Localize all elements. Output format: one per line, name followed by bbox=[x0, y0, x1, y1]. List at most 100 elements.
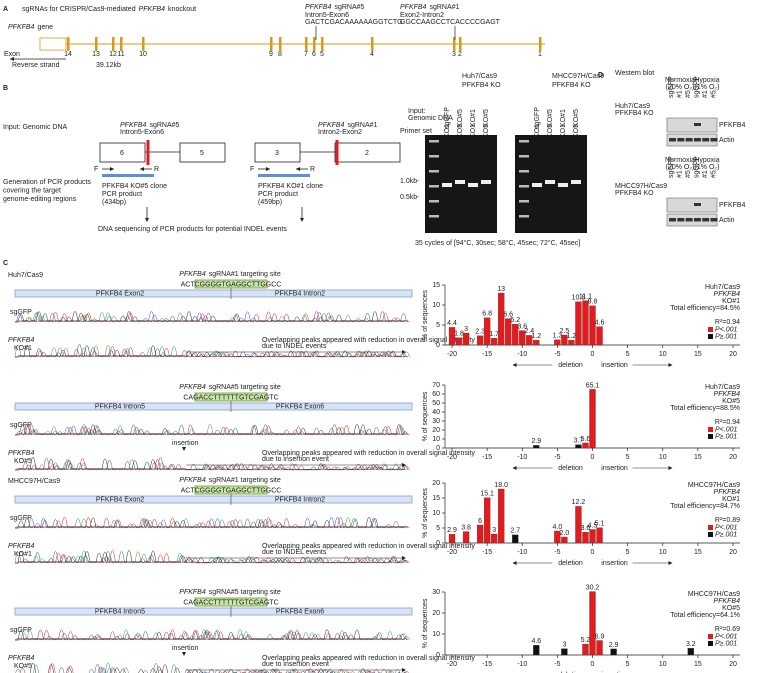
y-tick-label: 20 bbox=[432, 610, 440, 617]
bar bbox=[582, 300, 589, 346]
bar bbox=[462, 531, 470, 544]
label: sgGFP bbox=[10, 515, 32, 522]
label: PFKFB4 KO bbox=[462, 82, 501, 89]
legend-label: P<.001 bbox=[715, 633, 737, 640]
data-label: 2.0 bbox=[560, 530, 570, 537]
text-part: sgRNA#1 targeting site bbox=[209, 271, 281, 278]
chromatogram bbox=[14, 629, 406, 641]
text-part: PFKFB4 bbox=[318, 122, 345, 129]
blot bbox=[666, 117, 718, 133]
bar bbox=[512, 324, 519, 346]
arrowhead bbox=[182, 652, 186, 656]
label: Genomic DNA bbox=[408, 115, 453, 122]
label: insertion bbox=[601, 362, 628, 369]
data-label: 5.2 bbox=[510, 317, 520, 324]
label: 1.0kb- bbox=[400, 178, 420, 185]
data-label: 1.2 bbox=[531, 333, 541, 340]
data-label: 4.5 bbox=[588, 522, 598, 529]
ladder-band bbox=[429, 200, 439, 203]
label: KO#5 bbox=[483, 109, 490, 127]
y-tick-label: 70 bbox=[432, 382, 440, 389]
label: 2 bbox=[365, 150, 369, 157]
x-tick-label: -15 bbox=[482, 454, 492, 461]
y-tick-label: 10 bbox=[432, 510, 440, 517]
y-tick-label: 20 bbox=[432, 480, 440, 487]
exon-number: 9 bbox=[269, 51, 273, 58]
label: Normoxia bbox=[665, 157, 695, 164]
ladder-band bbox=[429, 170, 439, 173]
exon bbox=[112, 37, 115, 51]
annotation: Total efficiency=84.5% bbox=[670, 305, 740, 312]
x-tick-label: -15 bbox=[482, 661, 492, 668]
exon bbox=[95, 37, 98, 51]
label: R²=0.94 bbox=[715, 419, 740, 426]
x-tick-label: -5 bbox=[554, 549, 560, 556]
label: PFKFB4 bbox=[719, 122, 746, 129]
label: sgGFP bbox=[693, 156, 700, 178]
text-part: sgRNA#1 bbox=[429, 4, 459, 11]
bar bbox=[519, 330, 526, 346]
text-part: PFKFB4 bbox=[179, 589, 206, 596]
bar bbox=[582, 643, 589, 656]
label: sgGFP bbox=[668, 156, 675, 178]
exon bbox=[313, 37, 316, 51]
label: Exon bbox=[4, 51, 20, 58]
data-label: 12.2 bbox=[572, 499, 586, 506]
label: (20% O₂) bbox=[666, 84, 695, 91]
site-title: PFKFB4 sgRNA#1 targeting site bbox=[179, 477, 281, 484]
data-label: 2.7 bbox=[510, 528, 520, 535]
label: KO1 bbox=[470, 124, 477, 138]
label: PFKFB4 Exon6 bbox=[276, 608, 324, 615]
label: PFKFB4 KO#1 clone bbox=[258, 183, 323, 190]
x-tick-label: 20 bbox=[729, 454, 737, 461]
y-tick-label: 10 bbox=[432, 302, 440, 309]
annotation: KO#1 bbox=[722, 496, 740, 503]
arrowhead bbox=[402, 556, 406, 560]
x-tick-label: -10 bbox=[517, 351, 527, 358]
text-part: PFKFB4 bbox=[8, 24, 35, 31]
label: (1% O₂) bbox=[695, 164, 720, 171]
x-tick-label: 10 bbox=[659, 454, 667, 461]
x-tick-label: 5 bbox=[626, 549, 630, 556]
label: PFKFB4 bbox=[8, 655, 35, 662]
y-tick-label: 5 bbox=[436, 525, 440, 532]
x-tick-label: 5 bbox=[626, 351, 630, 358]
label: PFKFB4 Exon2 bbox=[96, 290, 144, 297]
label: Huh7/Cas9 bbox=[8, 272, 43, 279]
bar bbox=[687, 648, 694, 656]
chromatogram bbox=[58, 663, 401, 673]
label: sgGFP bbox=[10, 309, 32, 316]
chromatogram bbox=[14, 423, 406, 436]
label: Intron5-Exon6 bbox=[305, 12, 349, 19]
bar bbox=[575, 301, 582, 346]
label: deletion bbox=[558, 465, 583, 472]
label: GGCCAAGCCTCACCCCGAGT bbox=[400, 19, 501, 26]
label: CAGACCTTTTTTGTCGAGTC bbox=[183, 394, 278, 401]
data-label: 6.9 bbox=[595, 633, 605, 640]
label: R²=0.94 bbox=[715, 319, 740, 326]
label: PFKFB4 bbox=[8, 450, 35, 457]
label: deletion bbox=[558, 560, 583, 567]
exon-number: 8 bbox=[278, 51, 282, 58]
label: 6 bbox=[120, 150, 124, 157]
chromatogram bbox=[15, 629, 409, 641]
sgrna-label: PFKFB4 sgRNA#1 bbox=[318, 122, 378, 129]
label: insertion bbox=[601, 560, 628, 567]
bar bbox=[596, 527, 603, 544]
ladder-band bbox=[519, 140, 529, 143]
text-part: PFKFB4 bbox=[305, 4, 332, 11]
gel-band bbox=[545, 180, 555, 184]
data-label: 5.6 bbox=[581, 436, 591, 443]
site-title: PFKFB4 sgRNA#5 targeting site bbox=[179, 384, 281, 391]
label: R bbox=[310, 166, 315, 173]
legend-label: P≥.001 bbox=[715, 333, 737, 340]
label: PFKFB4 bbox=[719, 202, 746, 209]
bar bbox=[561, 648, 568, 656]
label: sgGFP bbox=[693, 76, 700, 98]
y-tick-label: 30 bbox=[432, 418, 440, 425]
ladder-band bbox=[429, 215, 439, 218]
text-part: sgRNAs for CRISPR/Cas9-mediated bbox=[22, 6, 136, 13]
blot-band bbox=[693, 218, 701, 222]
label: #5 bbox=[685, 90, 692, 98]
arrowhead bbox=[668, 466, 673, 470]
